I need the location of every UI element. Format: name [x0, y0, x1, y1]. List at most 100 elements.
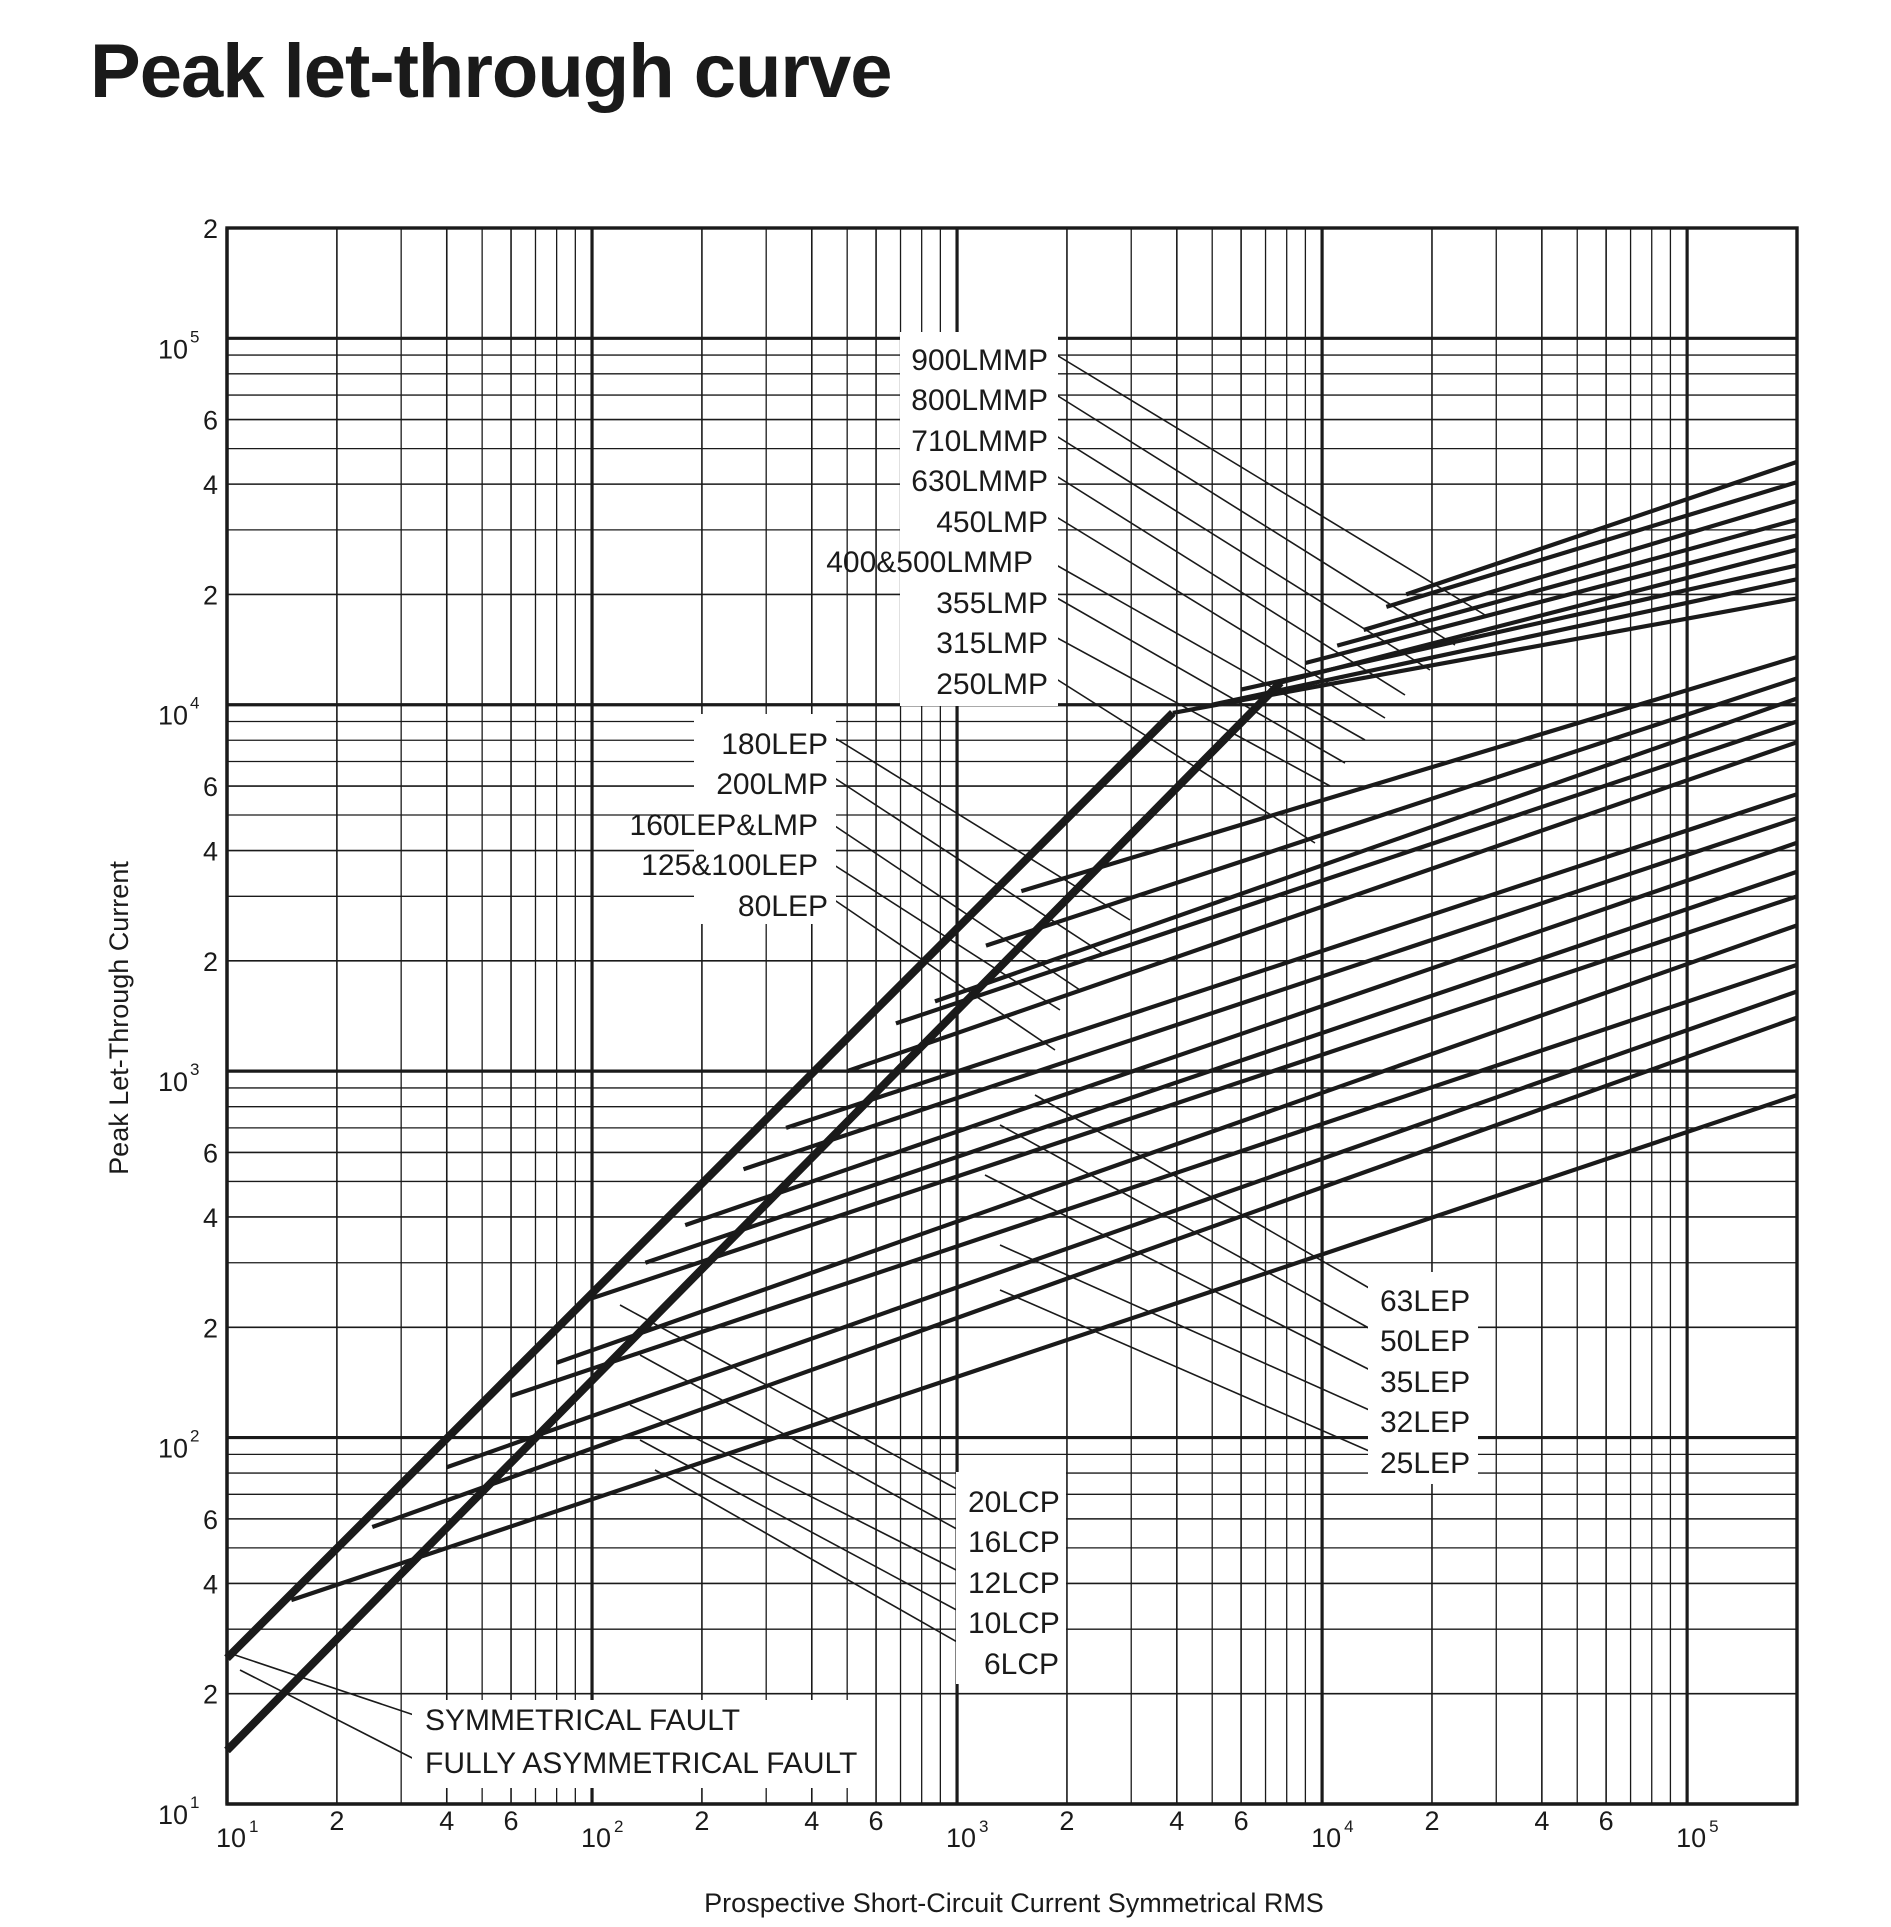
- series-line-32lep: [644, 869, 1798, 1265]
- series-label-50lep: 50LEP: [1380, 1325, 1470, 1358]
- x-tick-exponent: 2: [614, 1817, 623, 1836]
- limit-lines: [224, 679, 1284, 1754]
- leader-900lmmp: [1049, 350, 1486, 616]
- series-line-315lmp: [1211, 577, 1798, 707]
- x-tick-label: 6: [869, 1806, 884, 1836]
- series-line-10lcp: [371, 1015, 1798, 1530]
- series-label-80lep: 80LEP: [738, 890, 828, 923]
- y-tick-label: 10: [158, 1067, 188, 1097]
- y-tick-label: 2: [203, 947, 218, 977]
- x-tick-label: 4: [1169, 1806, 1184, 1836]
- leader-20lcp: [619, 1304, 965, 1494]
- y-tick-exponent: 1: [190, 1793, 199, 1812]
- y-tick-label: 10: [158, 1800, 188, 1830]
- y-axis-title: Peak Let-Through Current: [104, 861, 134, 1175]
- series-label-800lmmp: 800LMMP: [911, 384, 1048, 417]
- leader-200lmp: [829, 774, 1106, 956]
- series-line-710lmmp: [1363, 498, 1798, 632]
- leader-250lmp: [1049, 674, 1316, 844]
- leader-symmetrical-fault: [234, 1654, 421, 1718]
- x-tick-label: 10: [581, 1823, 611, 1853]
- series-label-400-and-500lmmp: 400&500LMMP: [826, 546, 1033, 579]
- leader-630lmmp: [1049, 471, 1406, 696]
- x-tick-label: 2: [694, 1806, 709, 1836]
- y-tick-label: 6: [203, 406, 218, 436]
- series-label-12lcp: 12LCP: [968, 1567, 1060, 1600]
- series-line-6lcp: [290, 1093, 1798, 1603]
- y-tick-exponent: 3: [190, 1060, 199, 1079]
- page-title: Peak let-through curve: [90, 29, 893, 114]
- series-label-25lep: 25LEP: [1380, 1447, 1470, 1480]
- x-axis-title: Prospective Short-Circuit Current Symmet…: [704, 1888, 1324, 1918]
- leader-80lep: [829, 896, 1056, 1051]
- leader-710lmmp: [1049, 431, 1431, 671]
- y-tick-label: 2: [203, 580, 218, 610]
- series-label-fully-asymmetrical-fault: FULLY ASYMMETRICAL FAULT: [425, 1747, 857, 1780]
- series-line-16lcp: [510, 962, 1798, 1398]
- series-labels: 6LCP 10LCP 12LCP 16LCP 20LCP 25LEP 32LEP 35LEP 5…: [412, 332, 1478, 1788]
- series-label-16lcp: 16LCP: [968, 1526, 1060, 1559]
- series-label-630lmmp: 630LMMP: [911, 465, 1048, 498]
- leader-fully-asymmetrical-fault: [239, 1669, 421, 1763]
- x-tick-exponent: 5: [1709, 1817, 1718, 1836]
- y-tick-label: 10: [158, 701, 188, 731]
- leader-16lcp: [639, 1354, 965, 1534]
- leader-800lmmp: [1049, 390, 1456, 646]
- x-tick-label: 2: [1059, 1806, 1074, 1836]
- leader-32lep: [999, 1244, 1377, 1414]
- series-label-315lmp: 315LMP: [936, 627, 1048, 660]
- leader-25lep: [999, 1289, 1377, 1455]
- y-tick-exponent: 2: [190, 1427, 199, 1446]
- leader-12lcp: [629, 1404, 965, 1575]
- y-tick-label: 6: [203, 1505, 218, 1535]
- leader-180lep: [829, 734, 1131, 921]
- x-tick-exponent: 3: [979, 1817, 988, 1836]
- x-tick-label: 2: [1424, 1806, 1439, 1836]
- x-tick-exponent: 1: [249, 1817, 258, 1836]
- x-tick-exponent: 4: [1344, 1817, 1353, 1836]
- limit-line-fully-asymmetrical-fault: [224, 679, 1284, 1754]
- leader-63lep: [1034, 1094, 1377, 1293]
- series-label-180lep: 180LEP: [721, 728, 828, 761]
- x-tick-label: 4: [804, 1806, 819, 1836]
- x-tick-label: 10: [946, 1823, 976, 1853]
- y-tick-exponent: 4: [190, 694, 199, 713]
- label-panel-bottom: [412, 1700, 862, 1788]
- series-label-450lmp: 450LMP: [936, 506, 1048, 539]
- series-lines: [290, 459, 1798, 1603]
- leader-125-and-100lep: [819, 855, 1061, 1011]
- label-panel-mid: [694, 714, 836, 924]
- series-line-400-and-500lmmp: [1280, 547, 1798, 685]
- label-panel-right: [1368, 1272, 1478, 1484]
- y-tick-label: 2: [203, 1680, 218, 1710]
- y-tick-label: 10: [158, 334, 188, 364]
- x-tick-label: 4: [439, 1806, 454, 1836]
- leader-lines: [234, 350, 1486, 1763]
- y-tick-label: 4: [203, 837, 218, 867]
- series-label-250lmp: 250LMP: [936, 668, 1048, 701]
- series-label-10lcp: 10LCP: [968, 1607, 1060, 1640]
- leader-50lep: [999, 1124, 1377, 1333]
- leader-450lmp: [1049, 512, 1386, 719]
- series-line-200lmp: [985, 676, 1798, 948]
- x-tick-label: 10: [1676, 1823, 1706, 1853]
- series-line-125-and-100lep: [895, 719, 1798, 1026]
- series-label-125-and-100lep: 125&100LEP: [641, 849, 818, 882]
- series-label-20lcp: 20LCP: [968, 1486, 1060, 1519]
- series-label-160lep-and-lmp: 160LEP&LMP: [630, 809, 818, 842]
- y-tick-label: 10: [158, 1434, 188, 1464]
- series-label-710lmmp: 710LMMP: [911, 425, 1048, 458]
- series-label-355lmp: 355LMP: [936, 587, 1048, 620]
- series-line-800lmmp: [1385, 480, 1798, 609]
- y-tick-exponent: 5: [190, 327, 199, 346]
- x-tick-label: 2: [329, 1806, 344, 1836]
- leader-35lep: [984, 1174, 1377, 1374]
- leader-400-and-500lmmp: [1034, 552, 1366, 741]
- leader-160lep-and-lmp: [819, 815, 1081, 991]
- series-label-35lep: 35LEP: [1380, 1366, 1470, 1399]
- plot-frame: [225, 226, 1799, 1806]
- x-tick-label: 10: [1311, 1823, 1341, 1853]
- y-tick-label: 4: [203, 1203, 218, 1233]
- series-line-250lmp: [1172, 596, 1798, 715]
- leader-10lcp: [639, 1439, 965, 1615]
